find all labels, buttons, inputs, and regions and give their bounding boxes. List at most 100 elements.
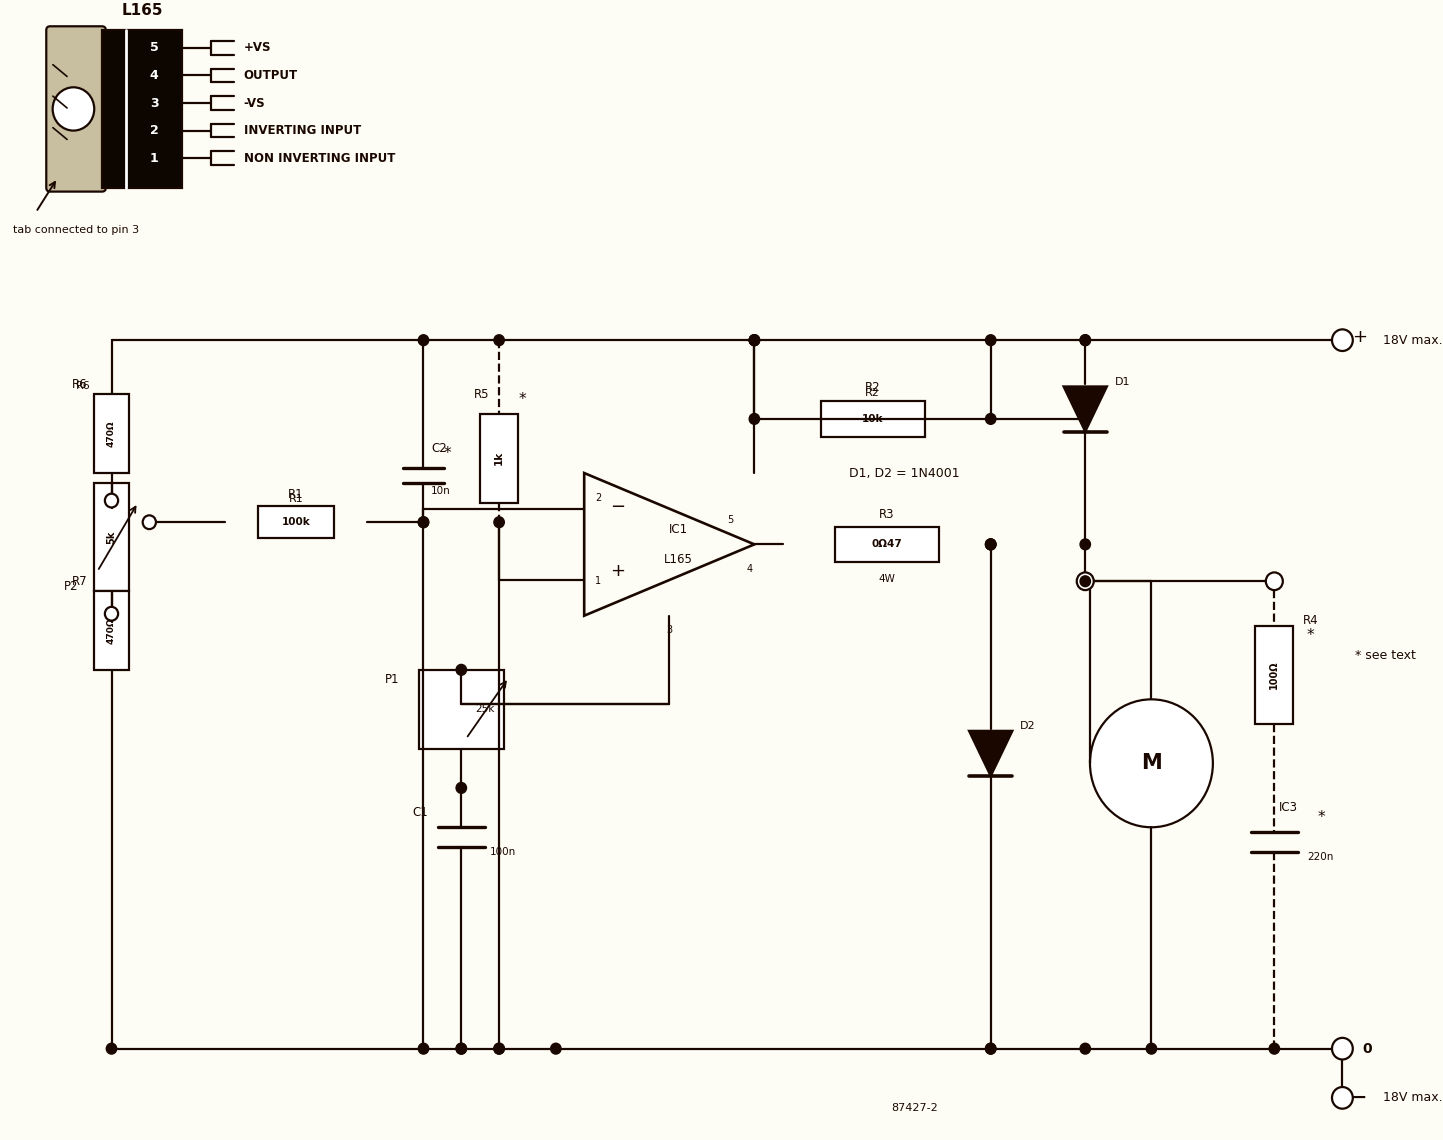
Circle shape <box>418 335 429 345</box>
Text: R1: R1 <box>289 494 303 504</box>
Text: 87427-2: 87427-2 <box>892 1102 938 1113</box>
Circle shape <box>1079 1043 1091 1055</box>
Text: 0: 0 <box>1362 1042 1372 1056</box>
Text: 220n: 220n <box>1307 852 1333 862</box>
Text: 100k: 100k <box>281 518 310 527</box>
Circle shape <box>52 88 94 131</box>
Text: R7: R7 <box>72 575 88 588</box>
Circle shape <box>418 516 429 528</box>
Circle shape <box>143 515 156 529</box>
Text: 4: 4 <box>746 564 753 573</box>
Text: 100Ω: 100Ω <box>1270 660 1280 689</box>
Circle shape <box>456 782 466 793</box>
Text: P2: P2 <box>63 579 78 593</box>
Text: 4: 4 <box>150 70 159 82</box>
Text: 2: 2 <box>596 492 602 503</box>
Circle shape <box>749 335 759 345</box>
Text: NON INVERTING INPUT: NON INVERTING INPUT <box>244 152 395 164</box>
Text: OUTPUT: OUTPUT <box>244 70 299 82</box>
Text: 3: 3 <box>667 626 672 635</box>
Circle shape <box>494 1043 504 1055</box>
Text: D2: D2 <box>1020 720 1036 731</box>
Bar <box>1255 626 1293 724</box>
Text: 100n: 100n <box>489 847 517 857</box>
Circle shape <box>456 1043 466 1055</box>
Text: R6: R6 <box>72 378 88 391</box>
Circle shape <box>105 494 118 507</box>
Circle shape <box>105 606 118 620</box>
Circle shape <box>986 335 996 345</box>
Text: R2: R2 <box>864 381 880 394</box>
Bar <box>94 394 128 473</box>
Text: 5: 5 <box>727 515 734 524</box>
Text: 470Ω: 470Ω <box>107 421 115 447</box>
Bar <box>834 527 939 562</box>
Circle shape <box>418 516 429 528</box>
Circle shape <box>494 1043 504 1055</box>
Text: 18V max.: 18V max. <box>1382 1091 1443 1105</box>
Bar <box>481 414 518 503</box>
Bar <box>418 670 504 749</box>
Text: R5: R5 <box>475 388 489 401</box>
Text: 5k: 5k <box>107 530 117 544</box>
Bar <box>258 506 333 538</box>
Circle shape <box>1079 335 1091 345</box>
Text: 5: 5 <box>150 41 159 55</box>
Circle shape <box>418 1043 429 1055</box>
Circle shape <box>456 1043 466 1055</box>
Circle shape <box>749 335 759 345</box>
Text: +VS: +VS <box>244 41 271 55</box>
Circle shape <box>986 539 996 549</box>
Text: 10n: 10n <box>431 486 450 496</box>
Circle shape <box>986 1043 996 1055</box>
Text: 1: 1 <box>596 576 602 586</box>
Circle shape <box>1079 414 1091 424</box>
Text: M: M <box>1141 754 1162 773</box>
Circle shape <box>456 665 466 675</box>
Text: 1k: 1k <box>494 451 504 465</box>
Circle shape <box>1146 1043 1157 1055</box>
Text: D1: D1 <box>1114 376 1130 386</box>
Text: * see text: * see text <box>1355 649 1416 661</box>
Text: L165: L165 <box>121 3 163 18</box>
Circle shape <box>1079 576 1091 587</box>
Text: R2: R2 <box>866 389 880 398</box>
Text: INVERTING INPUT: INVERTING INPUT <box>244 124 361 137</box>
Text: 4W: 4W <box>879 573 895 584</box>
Text: 470Ω: 470Ω <box>107 617 115 644</box>
Circle shape <box>986 539 996 549</box>
Bar <box>821 401 925 437</box>
Text: C2: C2 <box>431 442 447 455</box>
Text: 1: 1 <box>150 152 159 164</box>
Circle shape <box>551 1043 561 1055</box>
Text: −: − <box>1351 1089 1368 1107</box>
Circle shape <box>986 1043 996 1055</box>
Text: R1: R1 <box>289 488 303 502</box>
Text: 3: 3 <box>150 97 159 109</box>
Text: *: * <box>519 392 527 407</box>
Circle shape <box>1079 539 1091 549</box>
Circle shape <box>749 335 759 345</box>
Circle shape <box>1076 572 1094 591</box>
Text: 18V max.: 18V max. <box>1382 334 1443 347</box>
Text: P1: P1 <box>385 673 400 686</box>
Polygon shape <box>968 731 1013 776</box>
Polygon shape <box>1063 386 1107 432</box>
Text: R3: R3 <box>879 508 895 521</box>
Text: IC3: IC3 <box>1278 801 1299 814</box>
Circle shape <box>986 539 996 549</box>
Text: D1, D2 = 1N4001: D1, D2 = 1N4001 <box>848 466 960 480</box>
Text: *: * <box>1317 809 1326 825</box>
Text: C1: C1 <box>413 806 429 819</box>
Circle shape <box>107 1043 117 1055</box>
Bar <box>94 592 128 670</box>
Text: *: * <box>443 446 450 461</box>
Text: +: + <box>610 562 625 580</box>
Circle shape <box>1332 1037 1352 1059</box>
Text: tab connected to pin 3: tab connected to pin 3 <box>13 225 139 235</box>
Text: R4: R4 <box>1303 614 1319 627</box>
Circle shape <box>1079 335 1091 345</box>
Text: *: * <box>1306 628 1315 643</box>
Circle shape <box>1266 572 1283 591</box>
Text: −: − <box>610 498 625 516</box>
